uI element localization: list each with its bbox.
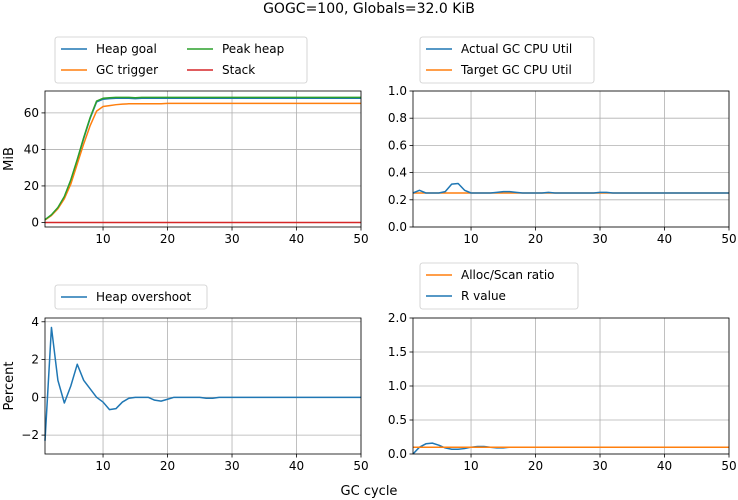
x-tick-label: 20 bbox=[160, 232, 175, 246]
x-tick-label: 50 bbox=[721, 459, 736, 473]
y-tick-label: 0.5 bbox=[388, 413, 407, 427]
y-tick-label: 2 bbox=[31, 353, 39, 367]
y-tick-label: 0.4 bbox=[388, 166, 407, 180]
x-tick-label: 40 bbox=[657, 232, 672, 246]
y-tick-label: 0 bbox=[31, 215, 39, 229]
series-line-heap-overshoot bbox=[44, 326, 361, 441]
legend-item: GC trigger bbox=[61, 63, 158, 77]
legend-label: GC trigger bbox=[96, 63, 158, 77]
chart-heap: 10 20 30 40 50 0 20 40 60 MiB Heap goal GC trigger P… bbox=[2, 36, 369, 246]
x-tick-label: 10 bbox=[463, 232, 478, 246]
axes-frame bbox=[44, 317, 362, 455]
y-tick-label: 0.0 bbox=[388, 220, 407, 234]
legend-box bbox=[54, 284, 208, 310]
legend-item: Heap overshoot bbox=[61, 290, 191, 304]
y-tick-label: 0.6 bbox=[388, 138, 407, 152]
x-tick-label: 20 bbox=[528, 232, 543, 246]
legend-label: Heap overshoot bbox=[96, 290, 191, 304]
y-tick-label: 2.0 bbox=[388, 311, 407, 325]
y-tick-label: −2 bbox=[21, 428, 39, 442]
x-tick-label: 40 bbox=[289, 232, 304, 246]
legend-item: Peak heap bbox=[187, 42, 284, 56]
figure-xlabel: GC cycle bbox=[341, 484, 398, 499]
x-tick-label: 10 bbox=[463, 459, 478, 473]
x-tick-label: 50 bbox=[353, 459, 368, 473]
legend-item: Heap goal bbox=[61, 42, 157, 56]
y-axis-label: MiB bbox=[2, 147, 17, 171]
x-tick-label: 20 bbox=[160, 459, 175, 473]
legend-label: Stack bbox=[222, 63, 255, 77]
x-tick-label: 30 bbox=[592, 459, 607, 473]
legend-label: Heap goal bbox=[96, 42, 157, 56]
y-tick-label: 0.8 bbox=[388, 111, 407, 125]
legend-box bbox=[419, 36, 595, 84]
legend-label: Target GC CPU Util bbox=[460, 63, 572, 77]
x-tick-label: 10 bbox=[95, 459, 110, 473]
legend-item: R value bbox=[426, 289, 506, 303]
legend-item: Actual GC CPU Util bbox=[426, 42, 572, 56]
legend-label: Peak heap bbox=[222, 42, 284, 56]
y-tick-label: 0 bbox=[31, 390, 39, 404]
x-tick-label: 30 bbox=[592, 232, 607, 246]
x-tick-label: 10 bbox=[95, 232, 110, 246]
y-tick-label: 1.5 bbox=[388, 345, 407, 359]
x-tick-label: 30 bbox=[224, 459, 239, 473]
x-tick-label: 40 bbox=[289, 459, 304, 473]
chart-ratio: 10 20 30 40 50 0.0 0.5 1.0 1.5 2.0 Alloc/Scan rati… bbox=[388, 262, 737, 473]
legend-item: Alloc/Scan ratio bbox=[426, 268, 555, 282]
legend-label: Actual GC CPU Util bbox=[461, 42, 572, 56]
y-tick-label: 1.0 bbox=[388, 379, 407, 393]
legend-item: Target GC CPU Util bbox=[426, 63, 572, 77]
figure-title: GOGC=100, Globals=32.0 KiB bbox=[263, 1, 475, 17]
chart-cpu: 10 20 30 40 50 0.0 0.2 0.4 0.6 0.8 1.0 Actual GC CP… bbox=[388, 36, 737, 246]
axes-frame bbox=[412, 90, 730, 228]
x-tick-label: 50 bbox=[353, 232, 368, 246]
legend-item: Stack bbox=[187, 63, 255, 77]
legend-label: R value bbox=[461, 289, 506, 303]
chart-overshoot: 10 20 30 40 50 −2 0 2 4 Percent Heap overshoot bbox=[2, 284, 369, 473]
series-line-peak-heap bbox=[44, 96, 361, 221]
series-line-actual-gc-cpu-util bbox=[412, 182, 729, 194]
legend-box bbox=[419, 262, 579, 310]
y-tick-label: 4 bbox=[31, 315, 39, 329]
legend-box bbox=[54, 36, 308, 84]
y-tick-label: 20 bbox=[24, 179, 39, 193]
x-tick-label: 30 bbox=[224, 232, 239, 246]
x-tick-label: 20 bbox=[528, 459, 543, 473]
x-tick-label: 50 bbox=[721, 232, 736, 246]
axes-frame bbox=[44, 90, 362, 228]
y-tick-label: 0.0 bbox=[388, 447, 407, 461]
y-tick-label: 40 bbox=[24, 142, 39, 156]
legend-label: Alloc/Scan ratio bbox=[461, 268, 555, 282]
y-tick-label: 60 bbox=[24, 106, 39, 120]
series-line-gc-trigger bbox=[44, 102, 361, 221]
x-tick-label: 40 bbox=[657, 459, 672, 473]
y-axis-label: Percent bbox=[2, 362, 17, 411]
y-tick-label: 0.2 bbox=[388, 193, 407, 207]
y-tick-label: 1.0 bbox=[388, 84, 407, 98]
series-line-heap-goal bbox=[44, 97, 361, 221]
